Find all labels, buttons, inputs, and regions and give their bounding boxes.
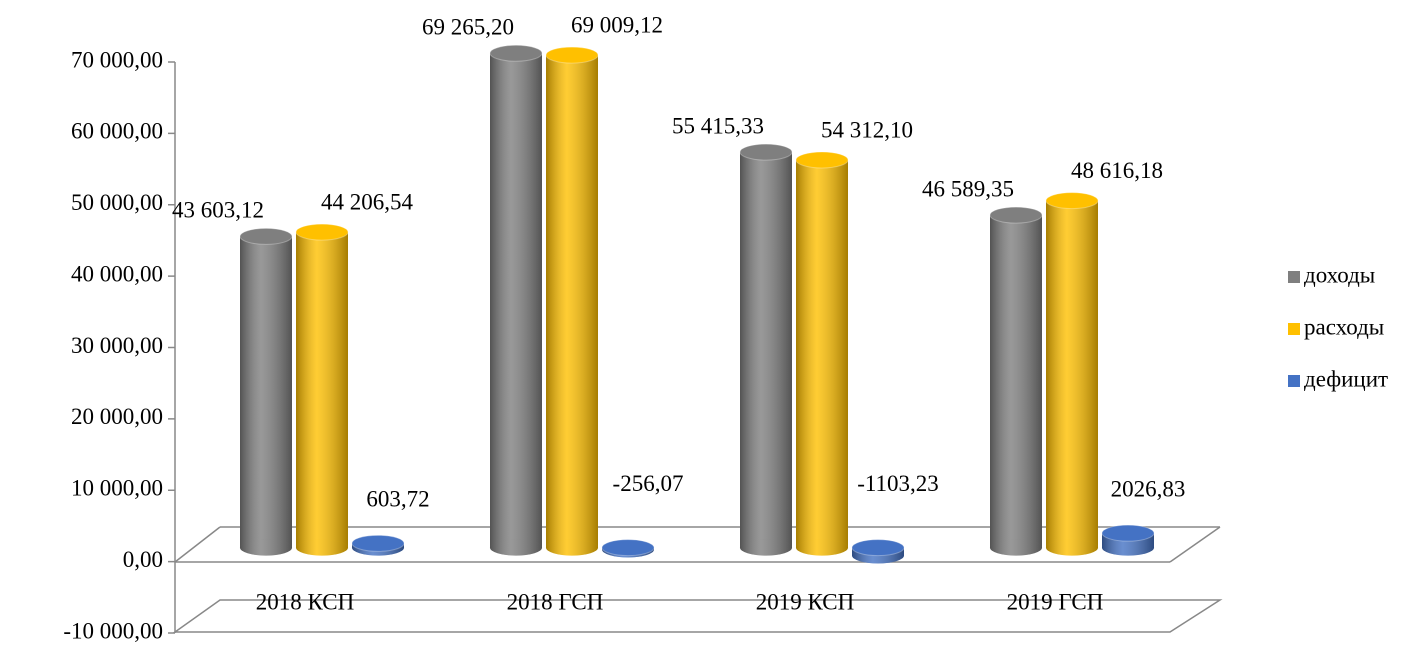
data-label: 55 415,33 [672,113,764,138]
bar [1045,192,1099,556]
data-label: 2026,83 [1111,476,1186,501]
bar-top [1045,192,1099,210]
x-tick-label: 2019 КСП [756,589,854,614]
bar [489,44,543,556]
bar-top [739,143,793,161]
bar-shade [740,152,792,548]
bar [601,539,655,558]
bar-top [351,534,405,552]
bar-bottom-shade [740,539,792,556]
y-tick-label: 20 000,00 [71,404,163,429]
bar-shade [796,159,848,548]
bar-top [295,223,349,241]
legend-label: расходы [1304,314,1384,339]
data-label: 54 312,10 [821,117,913,142]
data-label: 48 616,18 [1071,158,1163,183]
bar-top [239,227,293,245]
bar-bottom-shade [296,539,348,556]
floor-edge [174,526,221,563]
y-tick-label: 50 000,00 [71,190,163,215]
bar-top [795,151,849,169]
bar-bottom-shade [796,539,848,556]
x-tick-label: 2018 ГСП [507,589,604,614]
bar-shade [990,215,1042,548]
data-label: 44 206,54 [321,189,414,214]
y-tick-label: 30 000,00 [71,333,163,358]
bar [545,46,599,556]
bar-top [1101,524,1155,542]
bar [239,227,293,556]
bar [1101,524,1155,556]
data-label: 69 009,12 [571,12,663,37]
bar-shade [296,232,348,548]
bar-top [989,206,1043,224]
bar-bottom-shade [240,539,292,556]
bar [295,223,349,556]
data-label: -256,07 [613,471,684,496]
data-label: -1103,23 [857,471,939,496]
y-tick-label: 0,00 [123,547,163,572]
data-label: 603,72 [366,487,429,512]
bar [989,206,1043,556]
bar-top [601,539,655,557]
bar-top [489,44,543,62]
x-tick-label: 2019 ГСП [1007,589,1104,614]
data-label: 46 589,35 [922,176,1014,201]
y-tick-label: 10 000,00 [71,476,163,501]
bar [739,143,793,556]
bar-top [545,46,599,64]
floor-plane [172,599,1223,633]
data-label: 43 603,12 [172,198,264,223]
bar [851,539,905,564]
legend-swatch [1288,375,1300,387]
legend-label: дефицит [1304,366,1388,391]
bar-bottom-shade [990,539,1042,556]
bar-shade [490,53,542,548]
y-tick-label: 60 000,00 [71,119,163,144]
legend-swatch [1288,271,1300,283]
bar [351,534,405,556]
bar-bottom-shade [1046,539,1098,556]
x-tick-label: 2018 КСП [256,589,354,614]
bar-bottom-shade [1102,539,1154,556]
bar [795,151,849,556]
bar-shade [546,55,598,548]
bar-shade [1046,200,1098,548]
y-tick-label: 40 000,00 [71,261,163,286]
y-tick-label: -10 000,00 [63,618,163,643]
floor-edge [1169,526,1221,563]
bar-top [851,539,905,557]
data-label: 69 265,20 [422,15,514,40]
bar-bottom-shade [490,539,542,556]
y-tick-label: 70 000,00 [71,47,163,72]
bar-shade [240,236,292,548]
bar-bottom-shade [546,539,598,556]
legend-label: доходы [1304,262,1375,287]
legend-swatch [1288,323,1300,335]
